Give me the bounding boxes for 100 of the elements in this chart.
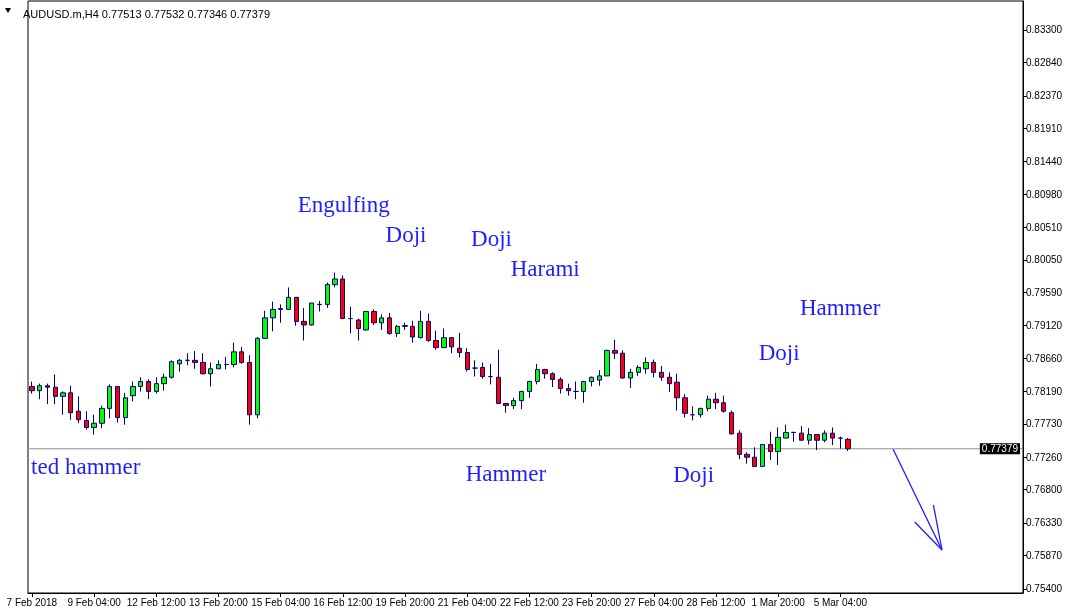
candlestick — [192, 350, 198, 370]
x-tick-label: 15 Feb 04:00 — [251, 596, 311, 608]
candlestick — [325, 282, 330, 309]
y-tick-label: 0.80510 — [1026, 221, 1063, 233]
candlestick — [115, 385, 120, 424]
candlestick — [239, 346, 244, 365]
candlestick — [371, 308, 377, 326]
candlestick — [799, 425, 804, 441]
candlestick — [200, 352, 206, 375]
candlestick — [737, 429, 742, 460]
y-tick-label: 0.79120 — [1026, 320, 1063, 332]
x-tick-label: 28 Feb 12:00 — [686, 596, 746, 608]
candlestick — [752, 446, 757, 468]
candlestick — [744, 451, 750, 465]
candlestick — [845, 437, 851, 452]
candlestick — [604, 349, 610, 377]
candlestick — [682, 393, 688, 419]
candlestick — [636, 364, 641, 377]
candlestick — [340, 274, 345, 320]
candlestick — [807, 427, 812, 445]
candlestick — [84, 410, 89, 431]
y-tick-label: 0.78660 — [1026, 352, 1063, 364]
candlestick — [224, 356, 229, 370]
candlestick — [814, 434, 820, 451]
candlestick — [535, 363, 540, 385]
candlestick — [441, 327, 447, 349]
candlestick — [527, 380, 532, 399]
candlestick — [612, 339, 618, 360]
x-tick-label: 12 Feb 12:00 — [126, 596, 187, 608]
candlestick — [255, 336, 260, 419]
candlestick — [91, 414, 97, 436]
candlestick — [154, 376, 159, 395]
candlestick — [651, 359, 656, 378]
candlestick — [68, 385, 73, 421]
candlestick — [231, 342, 237, 368]
y-tick-label: 0.75870 — [1026, 550, 1063, 562]
annotation: Harami — [510, 255, 580, 281]
y-tick-label: 0.78190 — [1026, 385, 1063, 397]
annotation: Engulfing — [297, 191, 391, 217]
candlestick — [822, 429, 827, 443]
x-tick-label: 27 Feb 04:00 — [624, 596, 684, 608]
candlestick — [247, 354, 252, 426]
candlestick — [511, 397, 516, 410]
candlestick — [713, 392, 719, 410]
candlestick — [317, 300, 322, 312]
x-tick-label: 13 Feb 20:00 — [188, 596, 249, 608]
candlestick — [294, 296, 299, 327]
y-tick-label: 0.75400 — [1026, 583, 1063, 595]
text: AUDUSD.m,H4 0.77513 0.77532 0.77346 0.77379 — [23, 7, 271, 20]
candlestick — [37, 383, 42, 400]
candlestick — [674, 373, 680, 412]
candlestick — [472, 359, 478, 378]
candlestick — [410, 320, 415, 344]
x-tick-label: 22 Feb 12:00 — [499, 596, 560, 608]
annotation: Doji — [758, 339, 800, 365]
candlestick — [138, 376, 143, 392]
candlestick — [278, 303, 283, 324]
annotation: Hammer — [799, 294, 881, 320]
candlestick — [395, 324, 400, 338]
y-tick-label: 0.81910 — [1026, 122, 1063, 134]
x-tick-label: 7 Feb 2018 — [6, 596, 58, 608]
candlestick — [379, 313, 384, 331]
candlestick — [208, 361, 213, 387]
y-tick-label: 0.76800 — [1026, 484, 1063, 496]
y-tick-label: 0.80050 — [1026, 254, 1063, 266]
y-tick-label: 0.82370 — [1026, 90, 1063, 102]
candlestick — [29, 381, 35, 395]
y-tick-label: 0.83300 — [1026, 24, 1063, 36]
y-tick-label: 0.79590 — [1026, 286, 1063, 298]
x-tick-label: 9 Feb 04:00 — [67, 596, 122, 608]
candlestick — [783, 424, 789, 439]
candlestick — [503, 402, 509, 414]
candlestick — [402, 322, 408, 331]
x-tick-label: 19 Feb 20:00 — [375, 596, 435, 608]
y-tick-label: 0.77260 — [1026, 451, 1063, 463]
candlestick — [721, 395, 726, 414]
x-tick-label: 21 Feb 04:00 — [437, 596, 498, 608]
candlestick — [589, 376, 594, 387]
candlestick — [107, 383, 112, 419]
candlestick — [426, 313, 431, 343]
candlestick — [169, 359, 174, 380]
candlestick — [768, 431, 773, 461]
candlestick — [457, 332, 462, 358]
x-tick-label: 5 Mar 04:00 — [813, 596, 868, 608]
x-tick-label: 23 Feb 20:00 — [562, 596, 622, 608]
candlestick — [496, 349, 501, 404]
candlestick — [558, 376, 563, 395]
candlestick — [566, 383, 571, 397]
candlestick — [99, 405, 105, 429]
candlestick — [449, 336, 454, 354]
candlestick — [760, 443, 765, 467]
candlestick — [620, 349, 625, 380]
candlestick — [775, 426, 781, 466]
candlestick — [216, 359, 221, 370]
candlestick — [838, 436, 843, 450]
annotation: Doji — [471, 225, 512, 251]
candlestick — [262, 310, 268, 339]
candlestick — [542, 368, 548, 380]
candlestick — [667, 371, 672, 393]
x-tick-label: 1 Mar 20:00 — [751, 596, 806, 608]
